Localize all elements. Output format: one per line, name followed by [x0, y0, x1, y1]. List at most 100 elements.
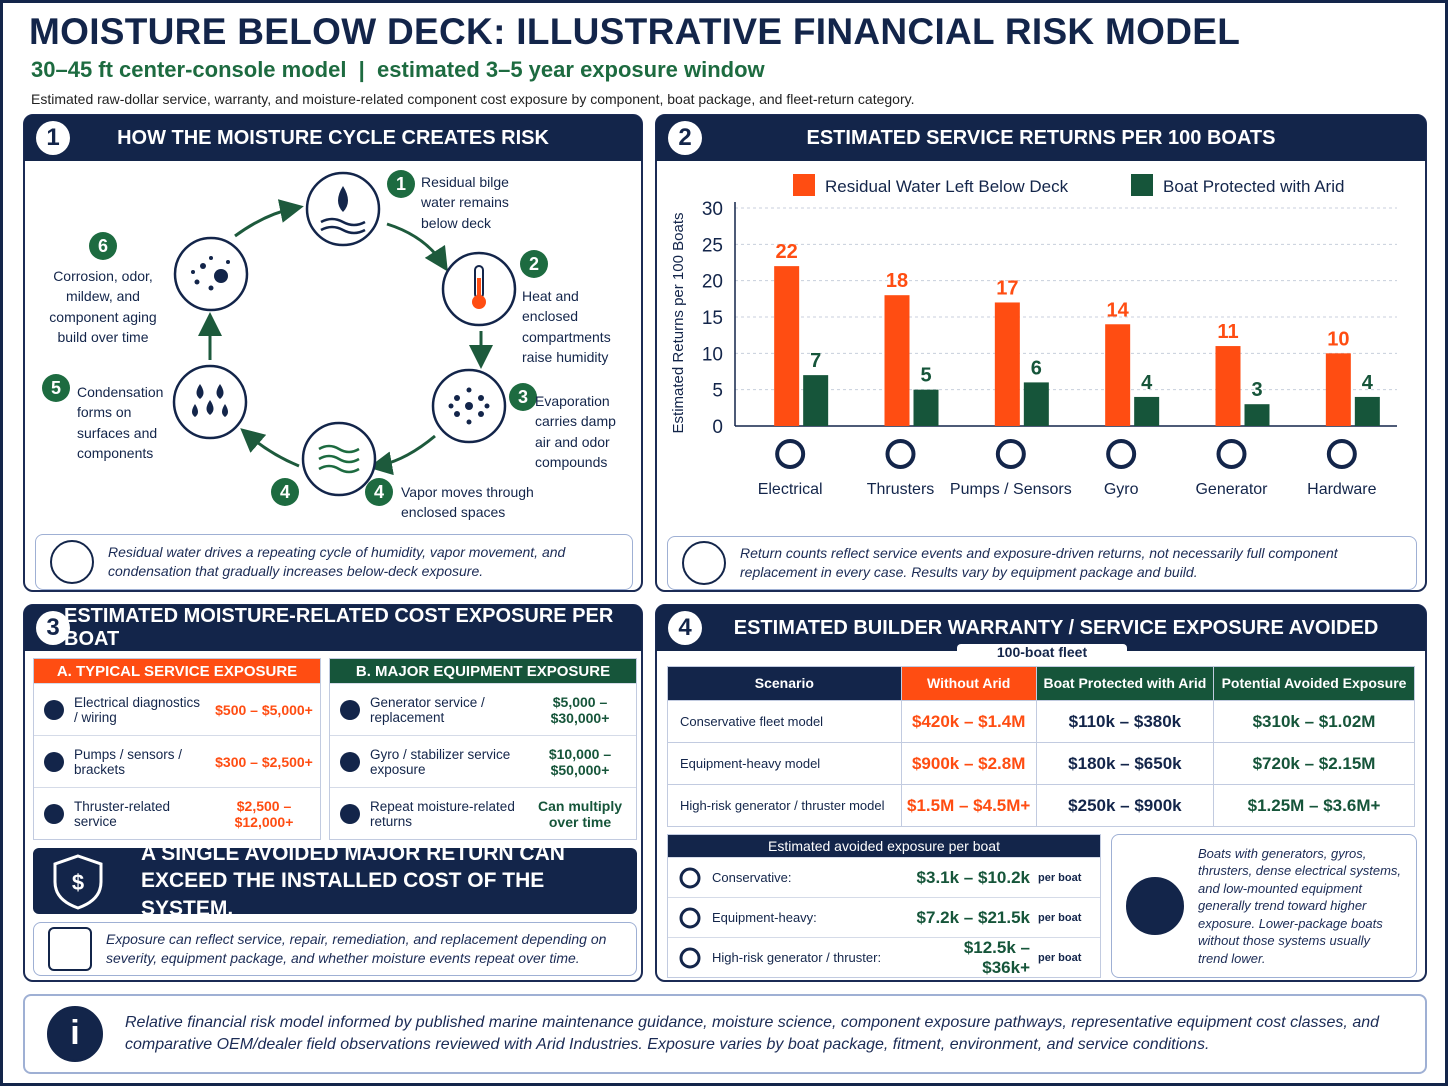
decoration [318, 444, 360, 474]
x-tick-label: Thrusters [867, 481, 935, 498]
column-header: Without Arid [900, 666, 1037, 701]
bar [803, 375, 829, 426]
y-tick-label: 0 [712, 417, 723, 438]
category-icon [1326, 439, 1357, 469]
per-boat-unit: per boat [1038, 871, 1082, 884]
data-label: 6 [1031, 357, 1042, 379]
note-text: Return counts reflect service events and… [740, 545, 1338, 580]
decoration [200, 263, 206, 269]
decoration [454, 411, 460, 417]
note-text: Residual water drives a repeating cycle … [108, 544, 566, 579]
cycle-panel: 1 HOW THE MOISTURE CYCLE CREATES RISK [23, 114, 643, 592]
panel-title: ESTIMATED MOISTURE-RELATED COST EXPOSURE… [64, 605, 614, 650]
bar [884, 295, 910, 426]
decoration [173, 236, 249, 312]
callout-text: A SINGLE AVOIDED MAJOR RETURN CAN EXCEED… [141, 842, 565, 920]
data-label: 5 [920, 365, 931, 387]
icon-shape [679, 867, 701, 888]
y-tick-label: 10 [702, 344, 723, 365]
decoration [478, 395, 484, 401]
table-row: Equipment-heavy model $900k – $2.8M $180k … [667, 742, 1415, 785]
icon-shape [44, 699, 64, 720]
x-tick-label: Gyro [1104, 481, 1139, 498]
decoration [234, 199, 304, 238]
data-label: 18 [886, 270, 908, 292]
decoration [466, 387, 472, 393]
table-value: $420k – $1.4M [900, 700, 1037, 743]
decoration [208, 285, 214, 291]
icon-shape [44, 803, 64, 824]
panel-number: 3 [36, 611, 70, 645]
footer-text: Relative financial risk model informed b… [125, 1014, 1380, 1053]
cost-range: $10,000 – $50,000+ [548, 745, 612, 778]
decoration [386, 222, 448, 272]
icon [340, 751, 360, 772]
cost-row: Electrical diagnostics / wiring $500 – $5… [34, 683, 320, 735]
y-tick-label: 25 [702, 235, 723, 256]
icon-shape [340, 803, 360, 824]
panel-header: 3 ESTIMATED MOISTURE-RELATED COST EXPOSUR… [24, 605, 642, 651]
panel-header: 2 ESTIMATED SERVICE RETURNS PER 100 BOATS [656, 115, 1426, 161]
legend-label: Boat Protected with Arid [1163, 177, 1344, 196]
decoration [196, 384, 204, 399]
table-value: $310k – $1.02M [1213, 700, 1415, 743]
icon [679, 867, 701, 888]
avoided-panel: 4 ESTIMATED BUILDER WARRANTY / SERVICE EX… [655, 604, 1427, 982]
decoration [191, 270, 195, 274]
panel-header: 4 ESTIMATED BUILDER WARRANTY / SERVICE EX… [656, 605, 1426, 651]
panel-note: Return counts reflect service events and… [667, 536, 1417, 590]
table-value: $250k – $900k [1035, 784, 1215, 827]
panel-number: 2 [668, 121, 702, 155]
y-tick-label: 30 [702, 199, 723, 220]
step-number: 4 [271, 478, 299, 506]
decoration [368, 434, 436, 476]
decoration [53, 854, 103, 910]
per-boat-box: Estimated avoided exposure per boat Cons… [667, 834, 1101, 978]
decoration [198, 199, 493, 476]
bar [1244, 404, 1270, 426]
category-icon [775, 439, 806, 469]
note-icon [50, 540, 94, 584]
per-boat-heading: Estimated avoided exposure per boat [668, 835, 1100, 857]
panel-note: Exposure can reflect service, repair, re… [33, 922, 637, 976]
panel-title: HOW THE MOISTURE CYCLE CREATES RISK [117, 126, 549, 149]
cycle-diagram [172, 171, 517, 497]
scenario: Equipment-heavy model [667, 742, 902, 785]
note-icon [48, 927, 92, 971]
page-subtitle: 30–45 ft center-console model | estimate… [31, 57, 765, 82]
icon [340, 803, 360, 824]
legend-label: Residual Water Left Below Deck [825, 177, 1069, 196]
step-text: Vapor moves through enclosed spaces [401, 484, 534, 521]
data-label: 7 [810, 350, 821, 372]
category-icon [995, 439, 1026, 469]
row-icon [34, 801, 74, 827]
callout: $ A SINGLE AVOIDED MAJOR RETURN CAN EXCE… [33, 842, 637, 920]
y-axis-label: Estimated Returns per 100 Boats [670, 213, 687, 434]
row-icon [34, 697, 74, 723]
x-tick-label: Pumps / Sensors [950, 481, 1072, 498]
panel-subtitle: 100-boat fleet [957, 644, 1127, 664]
cost-panel: 3 ESTIMATED MOISTURE-RELATED COST EXPOSUR… [23, 604, 643, 982]
footer: i Relative financial risk model informed… [23, 994, 1427, 1074]
decoration [209, 256, 213, 260]
decoration [478, 411, 484, 417]
step-number: 2 [520, 250, 548, 278]
panel-title: ESTIMATED SERVICE RETURNS PER 100 BOATS [806, 126, 1276, 149]
cost-row: Generator service / replacement $5,000 – … [330, 683, 636, 735]
step-text: Corrosion, odor, mildew, and component a… [49, 268, 157, 345]
scenario: Conservative fleet model [667, 700, 902, 743]
icon [44, 803, 64, 824]
row-icon [330, 749, 370, 775]
per-boat-value: $3.1k – $10.2k [916, 867, 1030, 887]
fleet-table: Scenario Without Arid Boat Protected with … [667, 666, 1415, 827]
bar [994, 302, 1020, 426]
panel-note: Residual water drives a repeating cycle … [35, 534, 633, 590]
legend-swatch [1131, 174, 1153, 196]
cost-item: Electrical diagnostics / wiring [74, 694, 201, 725]
bar [1215, 346, 1241, 426]
bar-chart: 0 5 10 15 20 25 30 Estimated Returns per 100 Bo… [670, 174, 1397, 498]
cost-item: Generator service / replacement [370, 694, 485, 725]
row-icon [668, 946, 712, 970]
icon-shape [340, 751, 360, 772]
panel-title: ESTIMATED BUILDER WARRANTY / SERVICE EXP… [733, 616, 1379, 639]
